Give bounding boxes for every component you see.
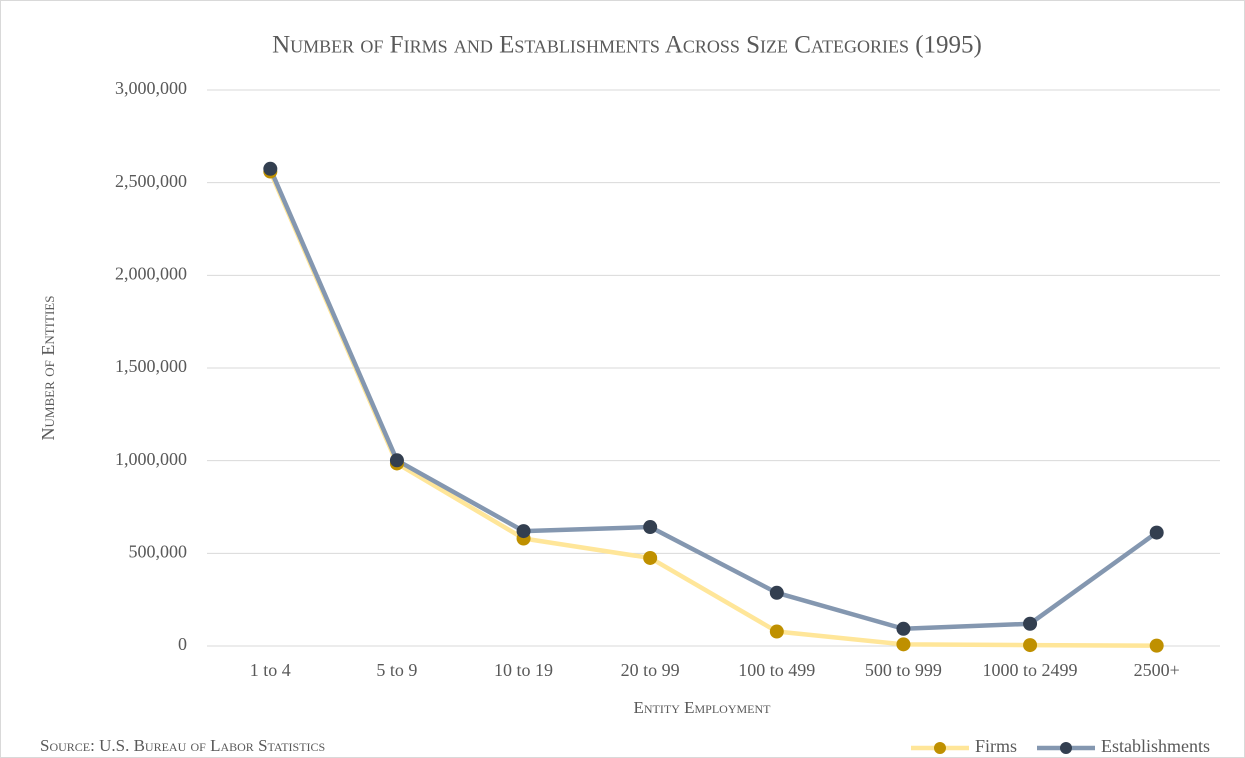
legend-label: Firms: [975, 736, 1017, 756]
data-point: [263, 161, 278, 176]
data-point: [769, 585, 784, 600]
series-line: [268, 170, 1157, 648]
data-point: [516, 524, 531, 539]
y-tick-label: 1,000,000: [115, 449, 187, 469]
data-point: [1149, 525, 1164, 540]
y-tick-label: 3,000,000: [115, 78, 187, 98]
data-point: [769, 624, 784, 639]
data-point: [643, 550, 658, 565]
y-tick-label: 2,500,000: [115, 171, 187, 191]
x-tick-label: 500 to 999: [865, 660, 942, 680]
legend-marker: [1060, 742, 1072, 754]
x-tick-label: 10 to 19: [494, 660, 553, 680]
data-point: [1149, 638, 1164, 653]
series-line: [268, 167, 1159, 632]
x-tick-label: 1 to 4: [250, 660, 291, 680]
legend-marker: [933, 742, 946, 754]
y-tick-label: 2,000,000: [115, 263, 187, 283]
source-note: Source: U.S. Bureau of Labor Statistics: [40, 736, 325, 755]
chart-title: Number of Firms and Establishments Acros…: [272, 32, 982, 59]
y-axis-label: Number of Entities: [38, 296, 58, 441]
data-point: [896, 621, 911, 636]
y-tick-label: 0: [178, 634, 187, 654]
data-point: [1023, 616, 1038, 631]
data-point: [643, 520, 658, 535]
data-point: [896, 637, 911, 652]
y-tick-label: 1,500,000: [115, 356, 187, 376]
y-tick-label: 500,000: [129, 541, 188, 561]
x-tick-label: 100 to 499: [738, 660, 815, 680]
x-tick-label: 20 to 99: [621, 660, 680, 680]
x-tick-label: 1000 to 2499: [983, 660, 1078, 680]
data-point: [389, 453, 404, 468]
data-point: [1023, 638, 1038, 653]
x-tick-label: 5 to 9: [376, 660, 417, 680]
x-axis-label: Entity Employment: [633, 698, 771, 717]
legend-label: Establishments: [1101, 736, 1210, 756]
x-tick-label: 2500+: [1134, 660, 1180, 680]
